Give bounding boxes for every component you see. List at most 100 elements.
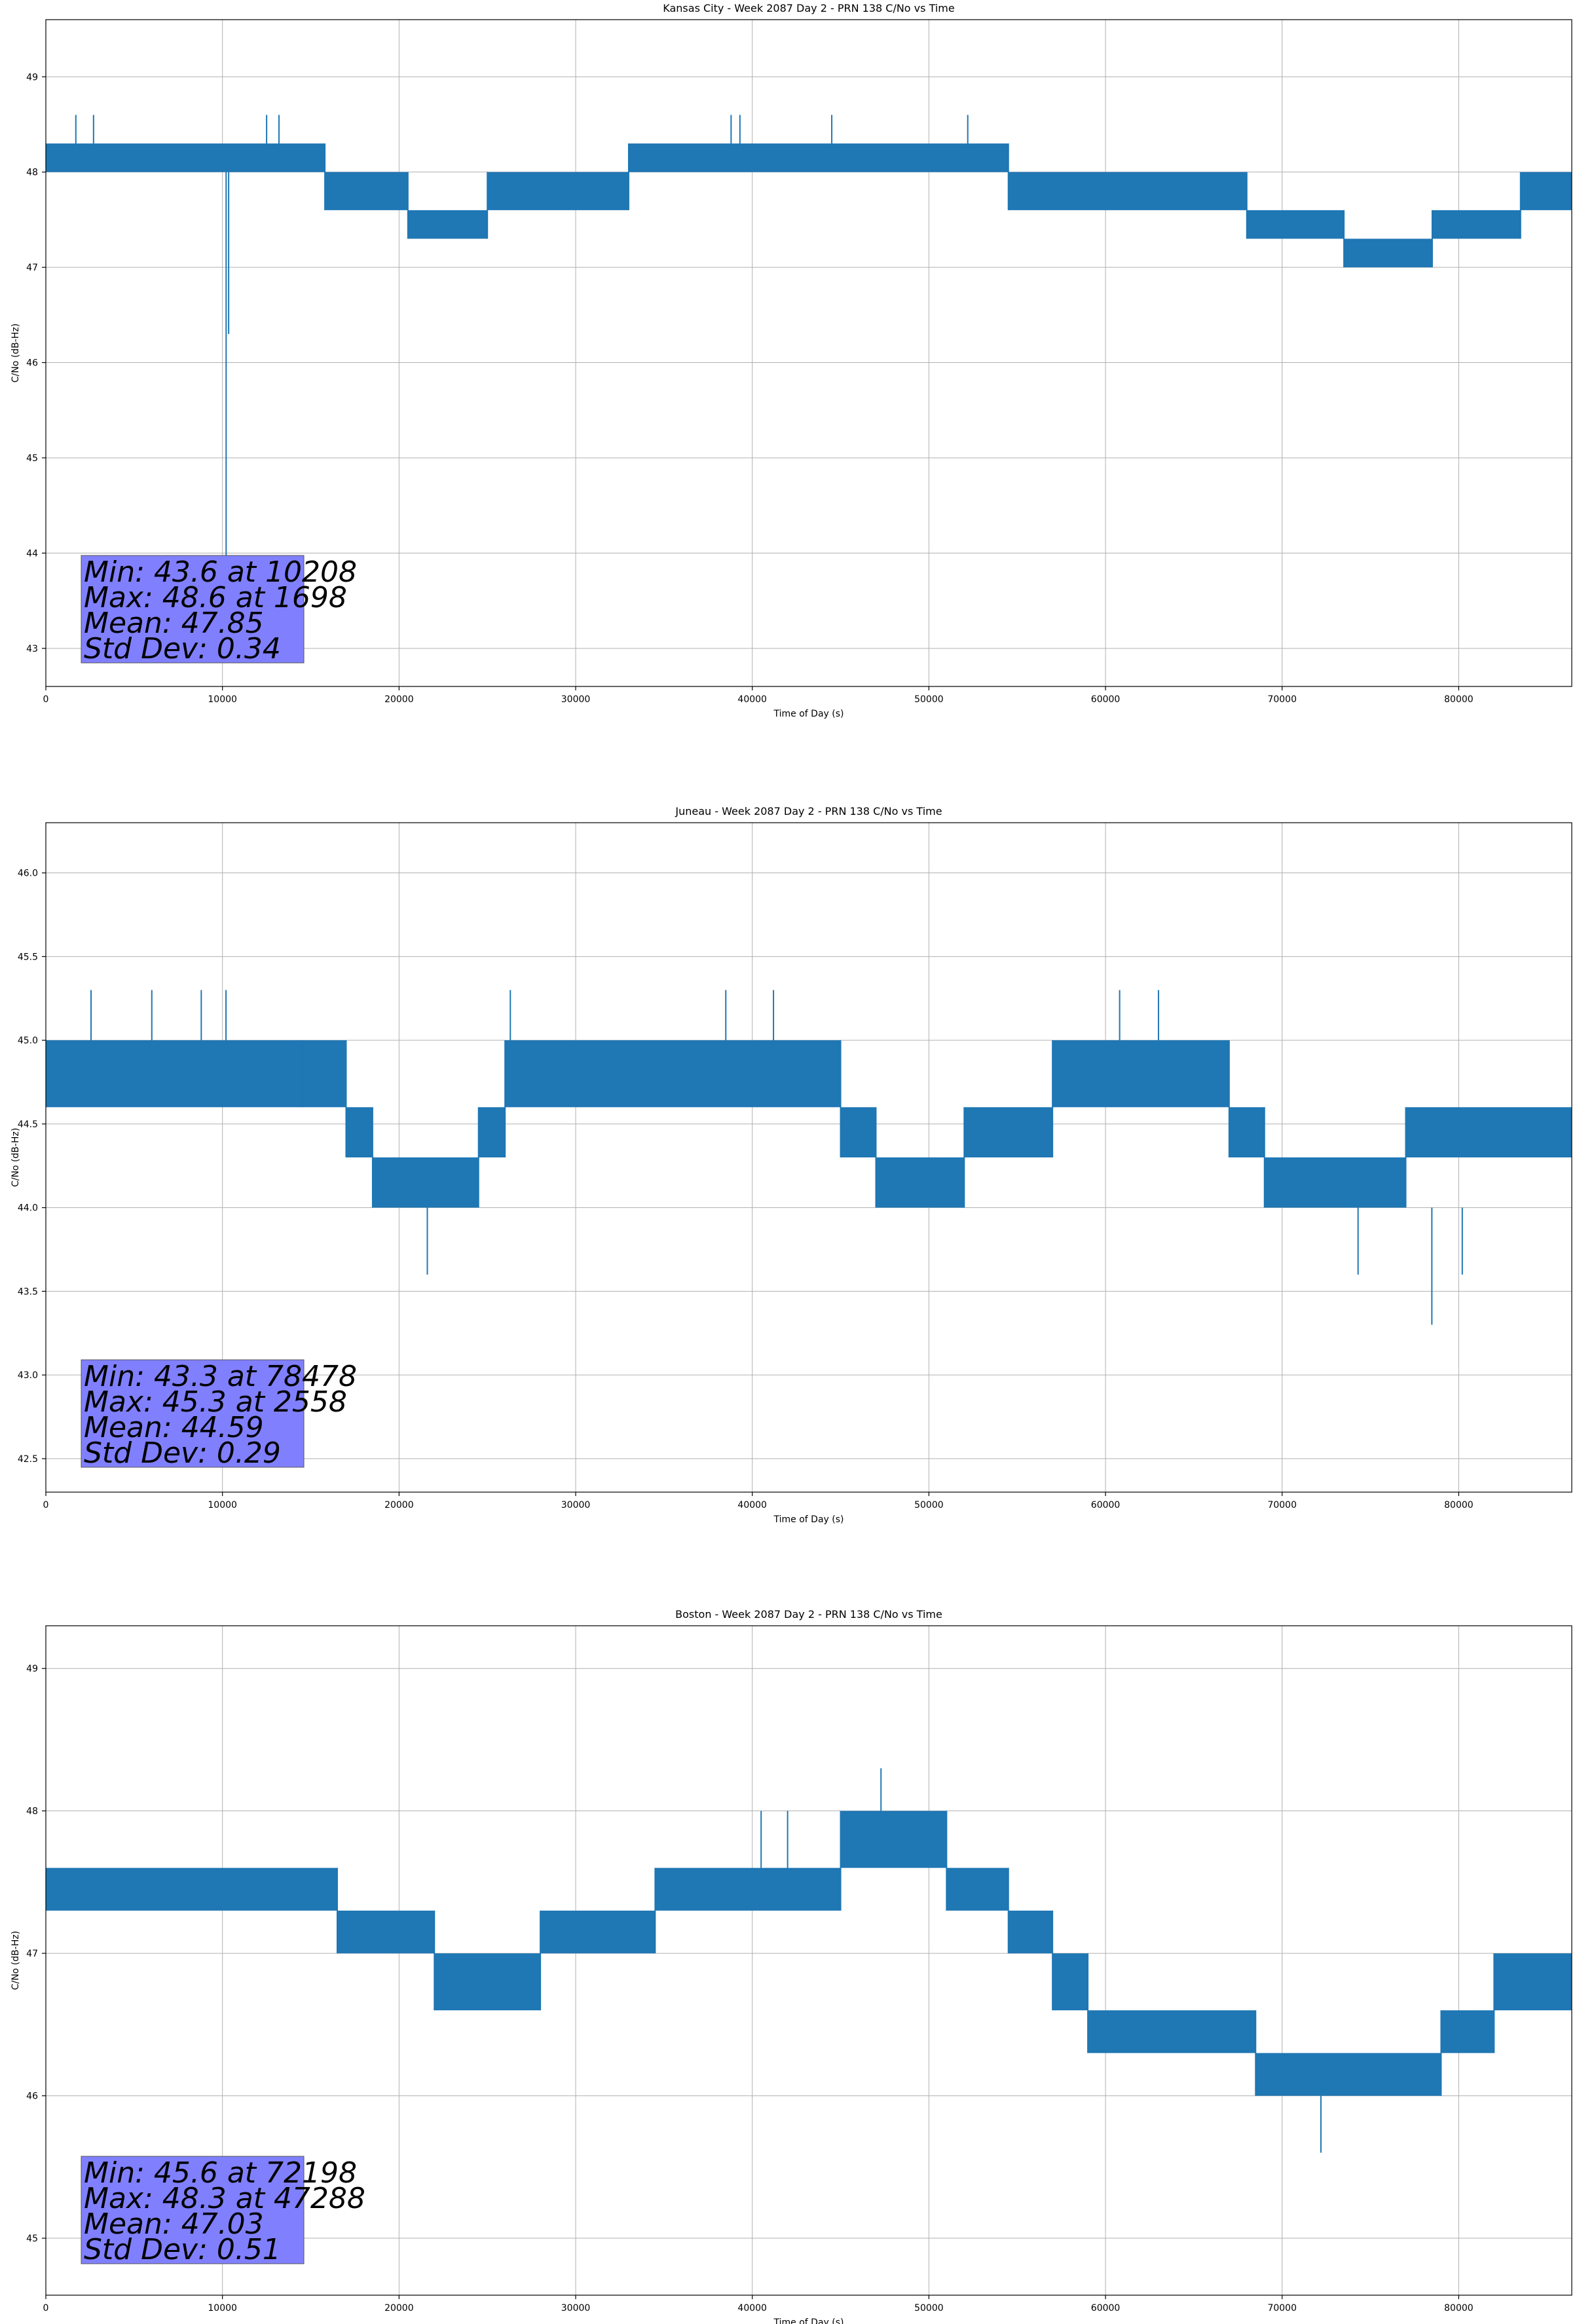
- x-axis-label: Time of Day (s): [773, 2317, 844, 2324]
- y-tick-label: 45: [26, 2234, 38, 2244]
- stats-box: [81, 1359, 305, 1468]
- x-axis-label: Time of Day (s): [773, 709, 844, 719]
- data-band: [1229, 1107, 1265, 1157]
- data-band: [1264, 1157, 1406, 1208]
- y-tick-label: 49: [26, 1664, 38, 1674]
- chart-title: Kansas City - Week 2087 Day 2 - PRN 138 …: [663, 2, 954, 14]
- x-tick-label: 80000: [1444, 694, 1474, 705]
- data-band: [1432, 210, 1521, 239]
- data-band: [628, 143, 1009, 172]
- data-band: [1008, 172, 1247, 210]
- y-tick-label: 48: [26, 1807, 38, 1817]
- data-band: [478, 1107, 506, 1157]
- chart-3: 0 10000 20000 30000 40000 50000 60000 70000 8000…: [10, 1608, 1572, 2324]
- data-band: [346, 1107, 373, 1157]
- chart-1: 0 10000 20000 30000 40000 50000 60000 70000 8000…: [10, 2, 1572, 719]
- y-tick-label: 44.5: [18, 1119, 38, 1130]
- x-tick-label: 80000: [1444, 1500, 1474, 1510]
- y-axis-label: C/No (dB-Hz): [10, 1128, 21, 1187]
- stats-box: [81, 2156, 305, 2264]
- axes-frame: [45, 822, 1572, 1493]
- x-tick-label: 20000: [384, 2303, 414, 2314]
- x-tick-label: 70000: [1267, 1500, 1297, 1510]
- data-band: [434, 1953, 541, 2011]
- stats-line: Mean: 44.59: [84, 1411, 264, 1444]
- x-tick-label: 60000: [1091, 694, 1121, 705]
- x-tick-label: 50000: [914, 2303, 944, 2314]
- data-band: [487, 172, 629, 210]
- stats-line: Std Dev: 0.51: [84, 2233, 281, 2266]
- data-band: [1344, 238, 1432, 268]
- chart-title: Boston - Week 2087 Day 2 - PRN 138 C/No …: [675, 1608, 942, 1621]
- data-band: [1494, 1953, 1572, 2011]
- x-tick-label: 0: [43, 2303, 49, 2314]
- data-band: [1052, 1953, 1088, 2011]
- x-tick-label: 40000: [737, 2303, 767, 2314]
- stats-line: Max: 48.3 at 47288: [84, 2182, 365, 2215]
- y-tick-label: 43: [26, 644, 38, 654]
- data-band: [505, 1040, 841, 1108]
- y-tick-label: 47: [26, 1949, 38, 1959]
- x-tick-label: 30000: [561, 2303, 591, 2314]
- y-tick-label: 48: [26, 168, 38, 178]
- data-band: [1052, 1040, 1229, 1108]
- data-band: [1008, 1910, 1053, 1954]
- x-tick-label: 80000: [1444, 2303, 1474, 2314]
- x-tick-label: 50000: [914, 694, 944, 705]
- x-tick-label: 30000: [561, 1500, 591, 1510]
- data-series: [46, 115, 1572, 591]
- stats-box: [81, 555, 305, 664]
- x-tick-label: 40000: [737, 694, 767, 705]
- data-band: [946, 1867, 1009, 1911]
- chart-2: 0 10000 20000 30000 40000 50000 60000 70000 8000…: [10, 805, 1572, 1525]
- axes-frame: [45, 19, 1572, 687]
- data-band: [1088, 2010, 1256, 2053]
- y-axis-label: C/No (dB-Hz): [10, 1931, 21, 1990]
- chart-title: Juneau - Week 2087 Day 2 - PRN 138 C/No …: [675, 805, 942, 817]
- x-tick-label: 20000: [384, 1500, 414, 1510]
- y-tick-label: 43.5: [18, 1286, 38, 1297]
- x-tick-label: 10000: [208, 1500, 237, 1510]
- data-band: [840, 1810, 947, 1868]
- stats-line: Mean: 47.85: [84, 607, 264, 640]
- stats-line: Std Dev: 0.34: [84, 632, 281, 665]
- data-band: [372, 1157, 479, 1208]
- data-band: [1405, 1107, 1572, 1157]
- x-tick-label: 70000: [1267, 2303, 1297, 2314]
- data-band: [655, 1867, 841, 1911]
- data-band: [46, 1040, 303, 1108]
- y-axis-label: C/No (dB-Hz): [10, 324, 21, 383]
- x-tick-label: 10000: [208, 2303, 237, 2314]
- x-tick-label: 0: [43, 694, 49, 705]
- y-tick-label: 45: [26, 453, 38, 464]
- data-band: [540, 1910, 656, 1954]
- x-axis-label: Time of Day (s): [773, 1514, 844, 1525]
- data-series: [46, 990, 1572, 1325]
- data-band: [876, 1157, 965, 1208]
- x-tick-label: 30000: [561, 694, 591, 705]
- y-tick-label: 45.0: [18, 1036, 38, 1046]
- y-tick-label: 44.0: [18, 1203, 38, 1214]
- data-band: [302, 1040, 346, 1108]
- data-band: [1246, 210, 1345, 239]
- stats-line: Min: 43.3 at 78478: [84, 1360, 357, 1393]
- data-band: [46, 1867, 337, 1911]
- data-band: [1255, 2053, 1441, 2096]
- stats-line: Std Dev: 0.29: [84, 1436, 281, 1470]
- x-tick-label: 50000: [914, 1500, 944, 1510]
- axes-frame: [45, 1625, 1572, 2296]
- data-band: [964, 1107, 1053, 1157]
- x-tick-label: 20000: [384, 694, 414, 705]
- data-band: [337, 1910, 435, 1954]
- x-tick-label: 40000: [737, 1500, 767, 1510]
- stats-line: Max: 45.3 at 2558: [84, 1385, 347, 1419]
- stats-line: Max: 48.6 at 1698: [84, 581, 347, 614]
- y-tick-label: 43.0: [18, 1370, 38, 1381]
- y-tick-label: 44: [26, 548, 38, 559]
- data-band: [1441, 2010, 1494, 2053]
- y-tick-label: 46: [26, 2091, 38, 2102]
- x-tick-label: 60000: [1091, 2303, 1121, 2314]
- data-band: [325, 172, 408, 210]
- x-tick-label: 10000: [208, 694, 237, 705]
